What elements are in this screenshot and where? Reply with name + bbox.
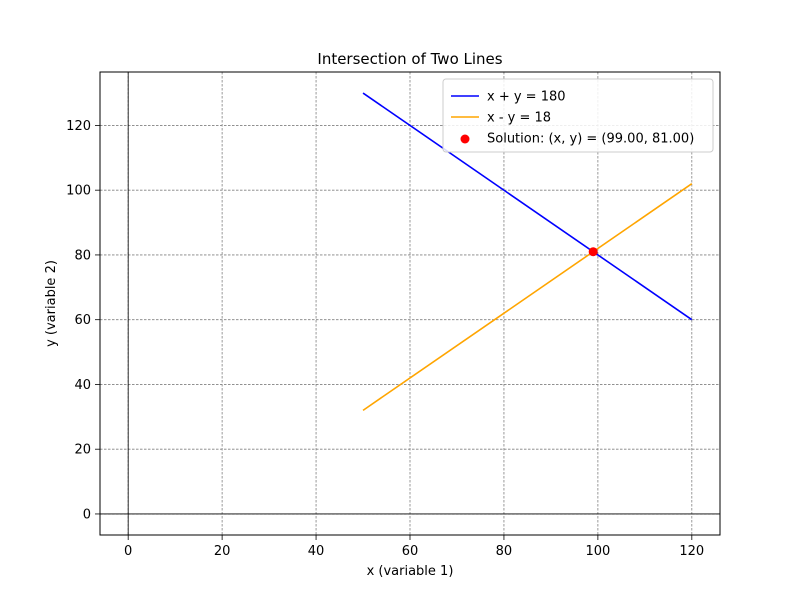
y-tick-label: 120 bbox=[66, 119, 91, 134]
y-axis-label: y (variable 2) bbox=[44, 260, 59, 347]
grid bbox=[100, 72, 720, 535]
legend: x + y = 180 x - y = 18 Solution: (x, y) = … bbox=[442, 78, 714, 153]
y-tick-label: 40 bbox=[74, 378, 91, 393]
x-axis-ticks: 0 20 40 60 80 100 120 bbox=[124, 535, 704, 559]
series-lines bbox=[362, 92, 693, 412]
legend-label: x + y = 180 bbox=[487, 90, 566, 105]
solution-point bbox=[588, 247, 598, 257]
legend-box bbox=[442, 78, 714, 153]
legend-label: Solution: (x, y) = (99.00, 81.00) bbox=[487, 132, 694, 147]
x-tick-label: 0 bbox=[124, 544, 132, 559]
reference-lines bbox=[100, 72, 720, 535]
y-tick-label: 100 bbox=[66, 184, 91, 199]
x-tick-label: 80 bbox=[496, 544, 513, 559]
x-tick-label: 100 bbox=[585, 544, 610, 559]
y-tick-label: 80 bbox=[74, 248, 91, 263]
series-line-2 bbox=[362, 183, 693, 412]
series-line-1 bbox=[362, 92, 693, 321]
y-tick-label: 60 bbox=[74, 313, 91, 328]
legend-entry: Solution: (x, y) = (99.00, 81.00) bbox=[460, 132, 694, 147]
x-tick-label: 120 bbox=[679, 544, 704, 559]
x-tick-label: 40 bbox=[308, 544, 325, 559]
x-tick-label: 60 bbox=[402, 544, 419, 559]
y-axis-ticks: 0 20 40 60 80 100 120 bbox=[66, 119, 100, 522]
x-axis-label: x (variable 1) bbox=[367, 564, 454, 579]
solution-points bbox=[588, 247, 598, 257]
legend-label: x - y = 18 bbox=[487, 111, 551, 126]
chart-title: Intersection of Two Lines bbox=[317, 50, 502, 68]
y-tick-label: 20 bbox=[74, 443, 91, 458]
y-tick-label: 0 bbox=[83, 507, 91, 522]
legend-entry: x - y = 18 bbox=[451, 111, 551, 126]
legend-entry: x + y = 180 bbox=[451, 90, 566, 105]
x-tick-label: 20 bbox=[214, 544, 231, 559]
legend-point-swatch bbox=[460, 134, 470, 144]
